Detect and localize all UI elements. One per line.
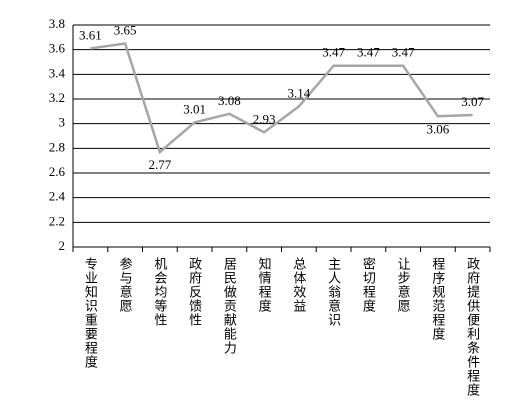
y-tick-label: 2 xyxy=(59,238,66,253)
x-tick-label: 总体效益 xyxy=(291,257,306,313)
data-label: 3.47 xyxy=(392,45,415,60)
data-label: 2.93 xyxy=(253,111,276,126)
y-tick-label: 3.4 xyxy=(49,65,66,80)
data-label: 2.77 xyxy=(149,157,172,172)
y-tick-label: 3.6 xyxy=(49,41,66,56)
data-label: 3.08 xyxy=(218,93,241,108)
line xyxy=(90,42,473,155)
data-label: 3.47 xyxy=(357,45,380,60)
y-tick-label: 3 xyxy=(59,115,66,130)
x-tick-label: 居民做贡献能力 xyxy=(222,257,237,355)
x-tick-label: 密切程度 xyxy=(361,256,376,313)
y-tick-label: 2.2 xyxy=(49,213,65,228)
x-tick-label: 让步意愿 xyxy=(396,257,411,313)
x-tick-label: 知情程度 xyxy=(257,256,272,313)
y-tick-label: 3.8 xyxy=(49,16,65,31)
data-label: 3.14 xyxy=(288,85,311,100)
y-tick-label: 2.6 xyxy=(49,164,66,179)
x-tick-label: 参与意愿 xyxy=(118,256,133,313)
data-label: 3.06 xyxy=(427,121,450,136)
x-tick-label: 政府反馈性 xyxy=(187,257,202,327)
x-tick-label: 机会均等性 xyxy=(152,257,167,327)
y-tick-label: 2.4 xyxy=(49,189,66,204)
x-tick-label: 专业知识重要程度 xyxy=(83,257,98,369)
x-tick-label: 程序规范程度 xyxy=(430,257,445,341)
x-tick-label: 主人翁意识 xyxy=(326,257,341,327)
y-tick-label: 2.8 xyxy=(49,139,65,154)
y-tick-label: 3.2 xyxy=(49,90,65,105)
x-tick-label: 政府提供便利条件程度 xyxy=(465,257,480,397)
data-label: 3.65 xyxy=(114,22,137,37)
data-label: 3.61 xyxy=(79,27,102,42)
data-label: 3.01 xyxy=(183,101,206,116)
data-label: 3.47 xyxy=(322,45,345,60)
data-label: 3.07 xyxy=(461,94,484,109)
